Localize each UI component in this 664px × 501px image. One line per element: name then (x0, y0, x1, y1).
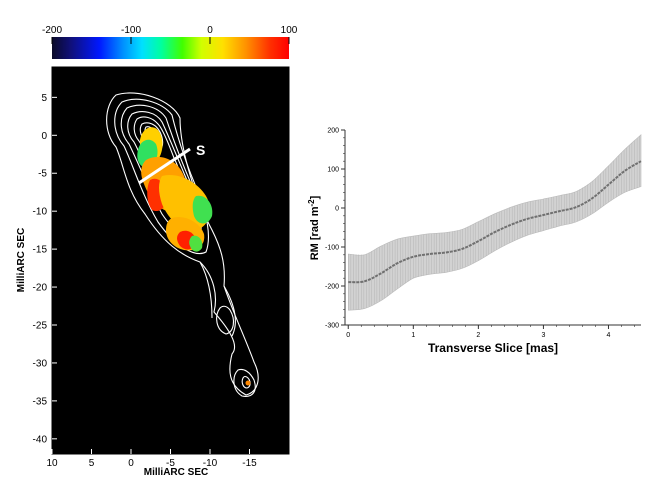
profile-y-tick-label: 100 (327, 167, 339, 174)
colorbar-tick-label: 0 (207, 25, 213, 36)
rm-color-regions (137, 127, 251, 386)
colorbar-tick-label: 100 (281, 25, 298, 36)
rm-region-lower-green (189, 235, 203, 252)
map-x-tick-label: -15 (242, 458, 257, 469)
map-x-tick-label: 0 (128, 458, 134, 469)
profile-y-tick-label: 200 (327, 128, 339, 135)
profile-x-axis-label: Transverse Slice [mas] (428, 341, 558, 355)
profile-x-tick-label: 3 (541, 332, 545, 339)
map-y-tick-label: -5 (38, 169, 47, 180)
map-x-tick-label: -5 (166, 458, 175, 469)
map-x-tick-label: 5 (89, 458, 95, 469)
colorbar-ticks: -200 -100 0 100 (42, 25, 298, 44)
profile-y-tick-label: -300 (325, 323, 339, 330)
profile-x-tick-label: 0 (346, 332, 350, 339)
rm-profile-panel: 200 100 0 -100 -200 -300 0 1 2 3 4 Transverse Sli… (307, 128, 642, 355)
profile-x-tick-label: 1 (411, 332, 415, 339)
map-y-tick-label: -30 (33, 358, 48, 369)
map-x-ticks: 10 5 0 -5 -10 -15 (46, 449, 257, 469)
map-y-tick-label: -35 (33, 396, 48, 407)
map-y-tick-label: -15 (33, 245, 48, 256)
profile-y-tick-label: -200 (325, 284, 339, 291)
map-x-tick-label: 10 (46, 458, 58, 469)
rm-region-mid-green (192, 195, 213, 224)
map-background (52, 67, 289, 454)
profile-x-tick-label: 4 (607, 332, 611, 339)
profile-y-tick-label: -100 (325, 245, 339, 252)
map-y-axis-label: MilliARC SEC (16, 228, 27, 292)
map-x-tick-label: -10 (203, 458, 218, 469)
map-y-tick-label: -20 (33, 283, 48, 294)
profile-y-ticks: 200 100 0 -100 -200 -300 (325, 128, 345, 330)
rm-series-line (348, 160, 642, 284)
colorbar-tick-label: -200 (42, 25, 62, 36)
rm-map-panel: -200 -100 0 100 (16, 25, 298, 478)
map-y-tick-label: -40 (33, 434, 48, 445)
profile-y-axis-label: RM [rad m-2] (307, 195, 321, 260)
slice-label: S (196, 142, 205, 158)
map-x-axis-label: MilliARC SEC (144, 467, 208, 478)
profile-x-ticks: 0 1 2 3 4 (346, 325, 635, 339)
transverse-slice-line (138, 147, 191, 185)
map-y-tick-label: -10 (33, 207, 48, 218)
profile-y-tick-label: 0 (335, 206, 339, 213)
map-y-tick-label: 5 (41, 93, 47, 104)
map-y-ticks: 5 0 -5 -10 -15 -20 -25 -30 -35 -40 (33, 93, 57, 445)
rm-error-band (348, 134, 642, 311)
map-y-tick-label: -25 (33, 321, 48, 332)
map-y-tick-label: 0 (41, 131, 47, 142)
colorbar-tick-label: -100 (121, 25, 141, 36)
profile-x-tick-label: 2 (476, 332, 480, 339)
rm-region-knot (245, 380, 251, 386)
colorbar (52, 37, 289, 59)
